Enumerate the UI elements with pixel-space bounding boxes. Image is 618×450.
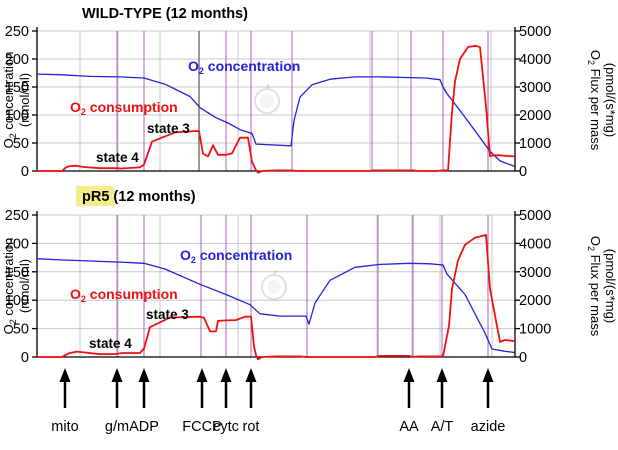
series-line-o2-consumption [37,233,516,361]
event-label: g/m [105,419,129,435]
event-label: mito [51,419,78,435]
y-tick-label-left: 50 [13,322,29,338]
event-arrow-head [111,368,123,382]
y-axis-label-right: O2 Flux per mass [586,50,603,151]
y-tick-label-right: 4000 [519,52,551,68]
y-tick-label-right: 3000 [519,80,551,96]
event-arrow-head [245,368,257,382]
event-arrow-head [59,368,71,382]
event-arrow-head [196,368,208,382]
y-tick-label-right: 2000 [519,293,551,309]
event-label: A/T [431,419,454,435]
event-label: rot [243,419,260,435]
y-tick-label-left: 200 [5,236,29,252]
panel-title: pR5 (12 months) [82,189,196,205]
annotation-o2-concentration: O2 concentration [180,247,292,265]
y-tick-label-right: 1000 [519,322,551,338]
event-label: FCCP [182,419,221,435]
y-tick-label-right: 3000 [519,265,551,281]
y-axis-label-left-units: (nmol/ml) [17,259,32,313]
annotation-state-3: state 3 [146,307,189,322]
y-tick-label-right: 1000 [519,136,551,152]
y-axis-label-right-units: (pmol/(s*mg) [603,63,618,137]
annotation-state-4: state 4 [96,150,139,165]
annotation-o2-concentration: O2 concentration [188,58,300,76]
event-label: AA [399,419,419,435]
panel-wild-type: WILD-TYPE (12 months) 0 50 100 150 200 250 0 10… [1,6,618,180]
plot-area: 0 50 100 150 200 250 0 1000 2000 3000 4000 5000 [5,24,551,180]
annotation-state-3: state 3 [147,121,190,136]
y-tick-label-right: 5000 [519,208,551,224]
y-tick-label-left: 250 [5,208,29,224]
y-tick-label-left: 100 [5,108,29,124]
title-highlight-box [76,186,114,206]
annotation-o2-consumption: O2 consumption [70,99,178,117]
event-label: ADP [129,419,159,435]
y-tick-label-left: 150 [5,265,29,281]
y-tick-label-left: 150 [5,80,29,96]
event-arrow-head [436,368,448,382]
y-tick-label-right: 4000 [519,236,551,252]
y-tick-label-right: 0 [519,164,527,180]
event-arrow-head [403,368,415,382]
y-axis-label-left: O2 concentration [1,238,18,335]
series-line-o2-concentration [36,258,516,354]
event-arrow-head [138,368,150,382]
y-axis-label-right-units: (pmol/(s*mg) [603,249,618,323]
y-tick-label-right: 2000 [519,108,551,124]
plot-area: 0 50 100 150 200 250 0 1000 2000 3000 4000 5000 [5,208,551,366]
y-tick-label-left: 200 [5,52,29,68]
event-arrow-head [220,368,232,382]
y-tick-label-right: 5000 [519,24,551,40]
event-arrow-head [482,368,494,382]
y-tick-label-left: 250 [5,24,29,40]
panel-pr5: pR5 (12 months) 0 50 100 150 200 250 0 1000 2000… [1,186,618,366]
series-line-o2-consumption [37,44,516,174]
y-tick-label-left: 0 [21,164,29,180]
series-line-o2-concentration [36,73,516,168]
annotation-o2-consumption: O2 consumption [70,286,178,304]
y-tick-label-left: 100 [5,293,29,309]
panel-title: WILD-TYPE (12 months) [82,6,248,22]
event-label: azide [471,419,506,435]
watermark-logo [261,269,287,300]
y-tick-label-left: 0 [21,350,29,366]
annotation-state-4: state 4 [89,336,132,351]
y-tick-label-left: 50 [13,136,29,152]
watermark-logo [254,83,280,114]
y-axis-label-right: O2 Flux per mass [586,236,603,337]
y-tick-label-right: 0 [519,350,527,366]
y-axis-label-left-units: (nmol/ml) [17,73,32,127]
event-label: cytc [213,419,239,435]
y-axis-label-left: O2 concentration [1,52,18,149]
